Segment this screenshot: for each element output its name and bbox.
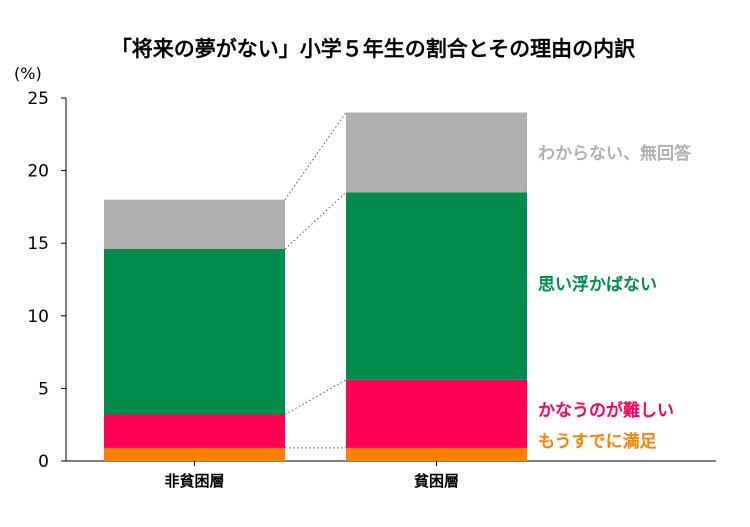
legend-label: 思い浮かばない [538, 274, 657, 295]
bar-segment [346, 379, 527, 448]
bar-segment [346, 112, 527, 193]
connector-lines [284, 112, 347, 449]
y-axis-unit: (%) [14, 64, 42, 83]
y-tick-label: 5 [38, 379, 49, 399]
connector-line [284, 112, 347, 200]
legend-label: もうすでに満足 [538, 431, 657, 452]
x-category-label: 貧困層 [414, 472, 459, 490]
chart-title: 「将来の夢がない」小学５年生の割合とその理由の内訳 [111, 37, 636, 61]
bar-segment [104, 199, 285, 250]
x-category-label: 非貧困層 [164, 472, 224, 490]
bars [104, 112, 527, 461]
y-tick-label: 10 [27, 307, 49, 327]
legend-label: かなうのが難しい [538, 400, 674, 421]
bar-segment [346, 192, 527, 380]
y-tick-label: 20 [27, 162, 49, 182]
bar-segment [104, 447, 285, 461]
bar-segment [346, 447, 527, 461]
bar-segment [104, 249, 285, 415]
connector-line [284, 192, 347, 250]
bar-segment [104, 414, 285, 448]
y-tick-label: 15 [27, 234, 49, 254]
legend-label: わからない、無回答 [538, 143, 692, 164]
connector-line [284, 379, 347, 415]
y-tick-label: 25 [27, 89, 49, 109]
y-tick-label: 0 [38, 452, 49, 472]
